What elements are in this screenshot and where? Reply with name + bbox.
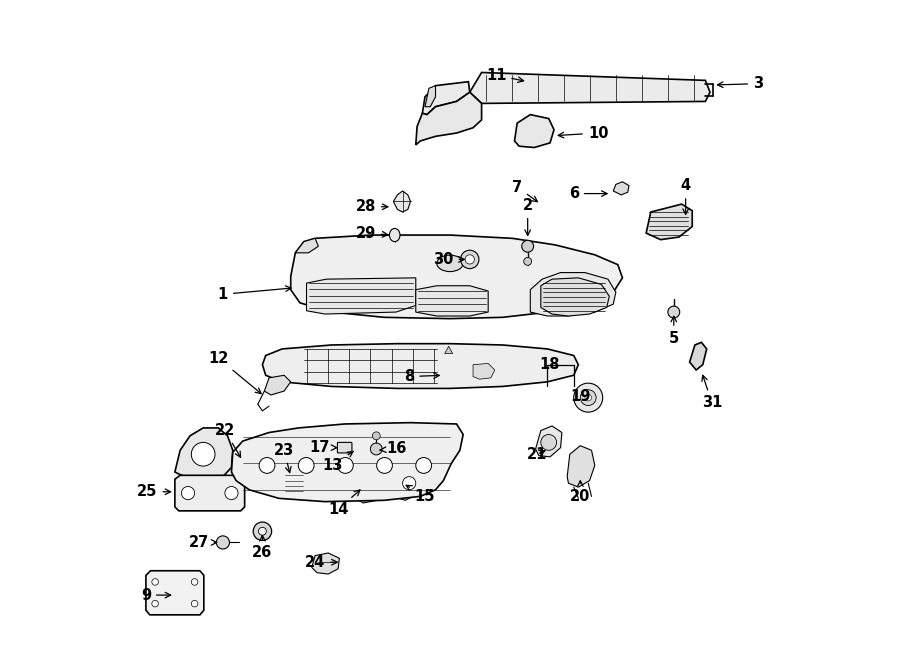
Text: 6: 6 [569, 186, 608, 201]
Text: 14: 14 [328, 490, 360, 517]
Text: 20: 20 [570, 481, 590, 504]
Circle shape [416, 457, 432, 473]
Text: 7: 7 [512, 180, 537, 202]
FancyBboxPatch shape [338, 442, 352, 453]
Text: 22: 22 [215, 423, 240, 457]
Circle shape [182, 486, 194, 500]
Polygon shape [567, 446, 595, 487]
Polygon shape [291, 235, 623, 319]
Circle shape [259, 457, 274, 473]
Text: 2: 2 [523, 198, 533, 235]
Circle shape [373, 432, 380, 440]
Ellipse shape [390, 229, 400, 242]
Text: 29: 29 [356, 225, 388, 241]
Polygon shape [425, 86, 436, 106]
Circle shape [668, 306, 680, 318]
Ellipse shape [436, 255, 464, 272]
Circle shape [253, 522, 272, 541]
Polygon shape [613, 182, 629, 195]
Circle shape [225, 486, 238, 500]
Polygon shape [358, 432, 381, 457]
Circle shape [192, 442, 215, 466]
Polygon shape [470, 73, 710, 103]
Circle shape [585, 395, 591, 401]
Text: 16: 16 [380, 442, 406, 457]
Text: 3: 3 [717, 76, 763, 91]
Text: 28: 28 [356, 199, 388, 214]
Circle shape [522, 241, 534, 253]
Text: 26: 26 [252, 535, 273, 561]
Text: 23: 23 [274, 443, 294, 473]
Circle shape [152, 600, 158, 607]
Text: 17: 17 [310, 440, 337, 455]
Polygon shape [295, 239, 319, 253]
Text: 13: 13 [322, 451, 353, 473]
Circle shape [371, 443, 382, 455]
Circle shape [580, 390, 596, 406]
Polygon shape [422, 82, 470, 114]
Text: 24: 24 [305, 555, 338, 570]
Polygon shape [388, 465, 422, 500]
Circle shape [192, 600, 198, 607]
Polygon shape [175, 475, 245, 511]
Polygon shape [473, 364, 495, 379]
Circle shape [465, 254, 474, 264]
Polygon shape [175, 428, 233, 481]
Polygon shape [307, 278, 416, 314]
Text: 19: 19 [570, 389, 590, 404]
Text: 18: 18 [540, 357, 561, 372]
Polygon shape [445, 346, 453, 354]
Polygon shape [530, 272, 616, 316]
Text: 15: 15 [406, 485, 436, 504]
Polygon shape [231, 422, 464, 502]
Polygon shape [263, 344, 579, 389]
Text: 10: 10 [558, 126, 608, 141]
Polygon shape [416, 93, 482, 145]
Text: 31: 31 [702, 375, 722, 410]
Circle shape [402, 477, 416, 490]
Text: 21: 21 [526, 447, 547, 462]
Circle shape [298, 457, 314, 473]
Polygon shape [689, 342, 706, 370]
Circle shape [461, 251, 479, 268]
Polygon shape [393, 191, 410, 212]
Polygon shape [284, 472, 304, 494]
Circle shape [216, 536, 230, 549]
Circle shape [541, 434, 556, 450]
Circle shape [376, 457, 392, 473]
Circle shape [192, 578, 198, 585]
Polygon shape [515, 114, 554, 147]
Circle shape [573, 383, 603, 412]
Polygon shape [541, 278, 609, 316]
Text: 25: 25 [137, 485, 171, 499]
Text: 12: 12 [208, 350, 261, 394]
Polygon shape [416, 286, 488, 316]
Text: 30: 30 [433, 252, 464, 267]
Polygon shape [265, 375, 291, 395]
Text: 4: 4 [680, 178, 690, 214]
Text: 5: 5 [669, 316, 679, 346]
Circle shape [524, 257, 532, 265]
Polygon shape [146, 570, 203, 615]
Text: 8: 8 [404, 369, 439, 384]
Text: 9: 9 [140, 588, 171, 603]
Polygon shape [351, 472, 385, 503]
Text: 1: 1 [218, 286, 292, 302]
Circle shape [338, 457, 353, 473]
Circle shape [152, 578, 158, 585]
Text: 27: 27 [188, 535, 217, 550]
Text: 11: 11 [486, 67, 524, 83]
Polygon shape [311, 553, 339, 574]
Circle shape [258, 527, 266, 535]
Polygon shape [536, 426, 562, 457]
Polygon shape [646, 204, 692, 240]
